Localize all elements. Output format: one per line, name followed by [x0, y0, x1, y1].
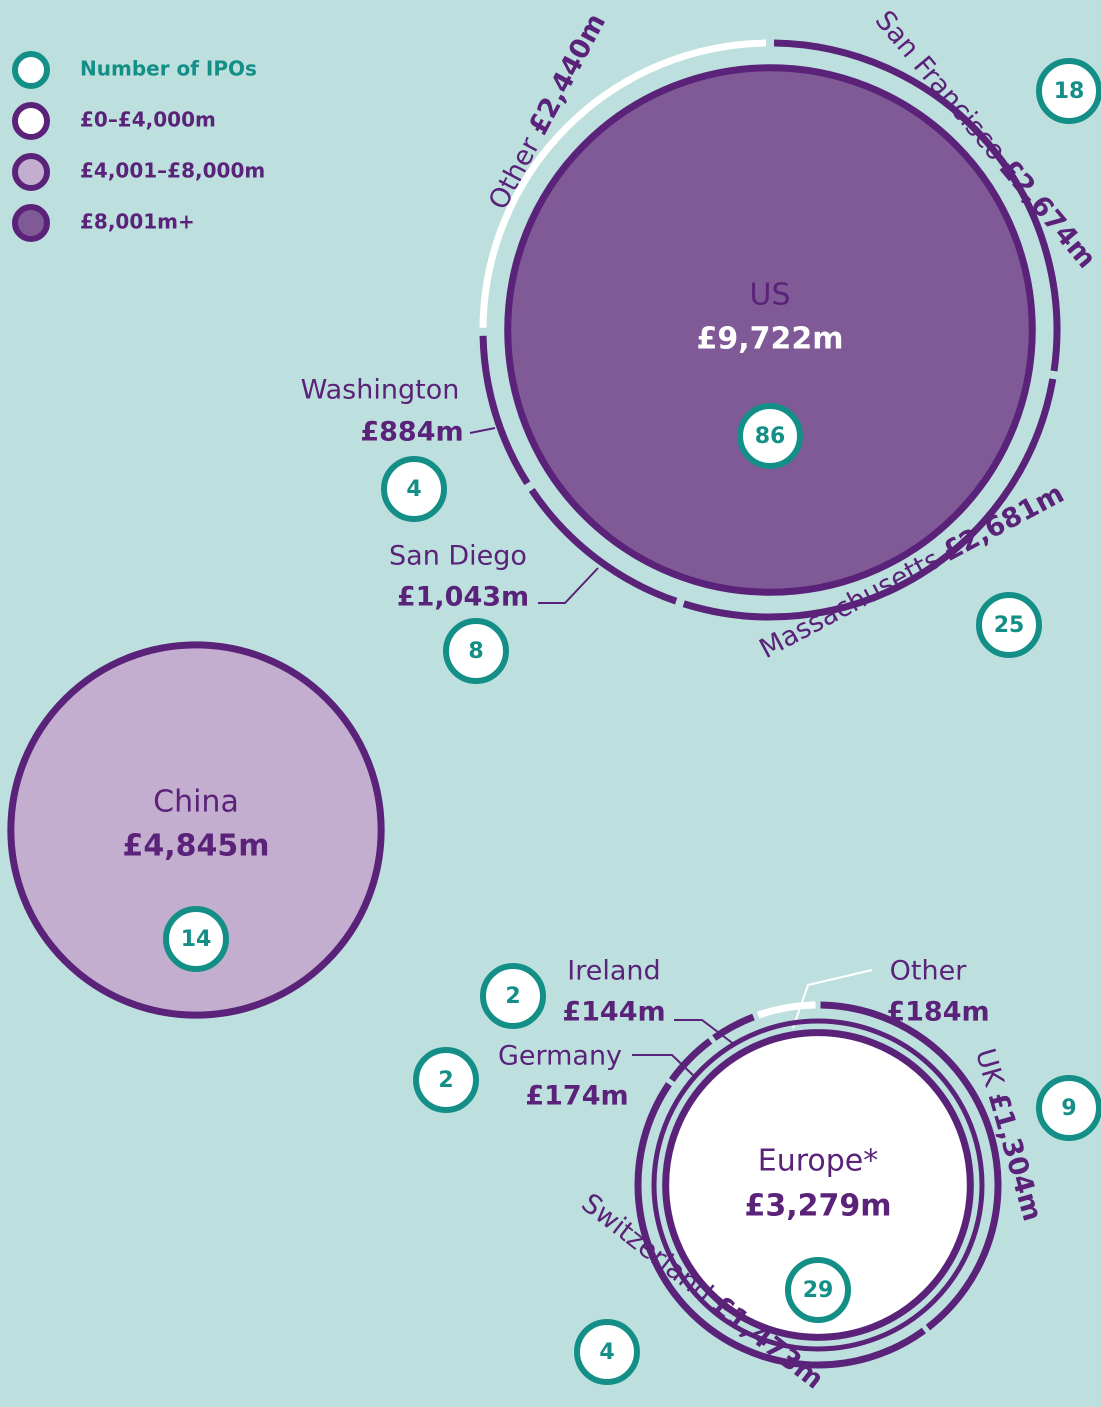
ipo-badge: 4 — [381, 456, 447, 522]
ipo-count: 2 — [505, 984, 520, 1009]
region-bubble — [504, 64, 1036, 596]
ring-segment — [682, 378, 1057, 621]
legend-swatch — [12, 153, 50, 191]
ring-segment — [528, 488, 678, 605]
ipo-count: 14 — [181, 927, 212, 952]
ring-segment — [773, 39, 1061, 372]
ipo-circle — [785, 1257, 851, 1323]
legend-label: £0–£4,000m — [80, 108, 216, 132]
subregion-name: Other — [890, 956, 968, 987]
ipo-badge: 2 — [413, 1047, 479, 1113]
region-value: £9,722m — [696, 322, 843, 357]
region-value: £3,279m — [744, 1189, 891, 1224]
ipo-circle — [443, 618, 509, 684]
subregion-name: UK — [970, 1045, 1010, 1091]
subregion-value: £184m — [886, 997, 989, 1028]
subregion-value: £174m — [525, 1081, 628, 1112]
legend-item: £8,001m+ — [12, 204, 195, 242]
leader-line — [469, 427, 496, 434]
ring-segment — [820, 1001, 1002, 1331]
ipo-count: 8 — [468, 639, 483, 664]
subregion-value: £884m — [360, 417, 463, 448]
ipo-badge: 2 — [480, 963, 546, 1029]
ring-outline — [651, 1018, 985, 1352]
region-name: Europe* — [758, 1144, 879, 1179]
region-name: China — [153, 785, 239, 820]
ipo-count: 86 — [755, 424, 786, 449]
region-bubble — [7, 641, 385, 1019]
region-bubble — [662, 1029, 974, 1341]
ring-segment — [634, 1082, 926, 1369]
subregion-name: Other — [482, 132, 546, 215]
ipo-circle — [737, 403, 803, 469]
leader-line — [674, 1019, 736, 1046]
subregion-value: £144m — [562, 997, 665, 1028]
legend-item: £4,001–£8,000m — [12, 153, 265, 191]
subregion-value: £1,043m — [397, 582, 529, 613]
ring-segment — [668, 1038, 713, 1083]
legend-swatch — [12, 204, 50, 242]
ipo-count: 18 — [1054, 79, 1085, 104]
ipo-badge: 8 — [443, 618, 509, 684]
leader-line — [538, 567, 599, 604]
ipo-badge: 14 — [163, 906, 229, 972]
ipo-badge: 18 — [1036, 58, 1101, 124]
ipo-count: 2 — [438, 1068, 453, 1093]
ipo-count: 4 — [406, 477, 421, 502]
ring-segment — [479, 335, 531, 486]
legend-label: Number of IPOs — [80, 57, 257, 81]
ipo-count: 9 — [1061, 1096, 1076, 1121]
leader-lines — [469, 427, 873, 1079]
ipo-badge: 25 — [976, 592, 1042, 658]
ipo-badge: 29 — [785, 1257, 851, 1323]
legend-label: £8,001m+ — [80, 210, 195, 234]
subregion-name: San Diego — [389, 541, 527, 572]
ipo-badge: 4 — [574, 1319, 640, 1385]
ipo-badge: 9 — [1036, 1075, 1101, 1141]
ring-segment — [757, 1001, 816, 1019]
ipo-badge: 86 — [737, 403, 803, 469]
ipo-count: 29 — [803, 1278, 834, 1303]
ipo-circle — [976, 592, 1042, 658]
ipo-circle — [574, 1319, 640, 1385]
ring-segment — [712, 1013, 755, 1041]
ipo-circle — [1036, 58, 1101, 124]
legend-item: Number of IPOs — [12, 51, 257, 89]
ipo-circle — [413, 1047, 479, 1113]
subregion-name: Germany — [498, 1041, 622, 1072]
ipo-count: 25 — [994, 613, 1025, 638]
subregion-name: Ireland — [567, 956, 660, 987]
ipo-circle — [480, 963, 546, 1029]
region-name: US — [749, 278, 790, 313]
legend-swatch — [12, 102, 50, 140]
subregion-name: Washington — [301, 375, 460, 406]
ring-segment — [479, 39, 767, 328]
subregion-value: £2,440m — [522, 8, 611, 139]
leader-line — [792, 969, 873, 1029]
ipo-count: 4 — [599, 1340, 614, 1365]
ipo-circle — [1036, 1075, 1101, 1141]
legend-swatch — [12, 51, 50, 89]
region-value: £4,845m — [122, 829, 269, 864]
leader-line — [632, 1054, 697, 1079]
ipo-circle — [163, 906, 229, 972]
ipo-circle — [381, 456, 447, 522]
legend-item: £0–£4,000m — [12, 102, 216, 140]
legend-label: £4,001–£8,000m — [80, 159, 265, 183]
